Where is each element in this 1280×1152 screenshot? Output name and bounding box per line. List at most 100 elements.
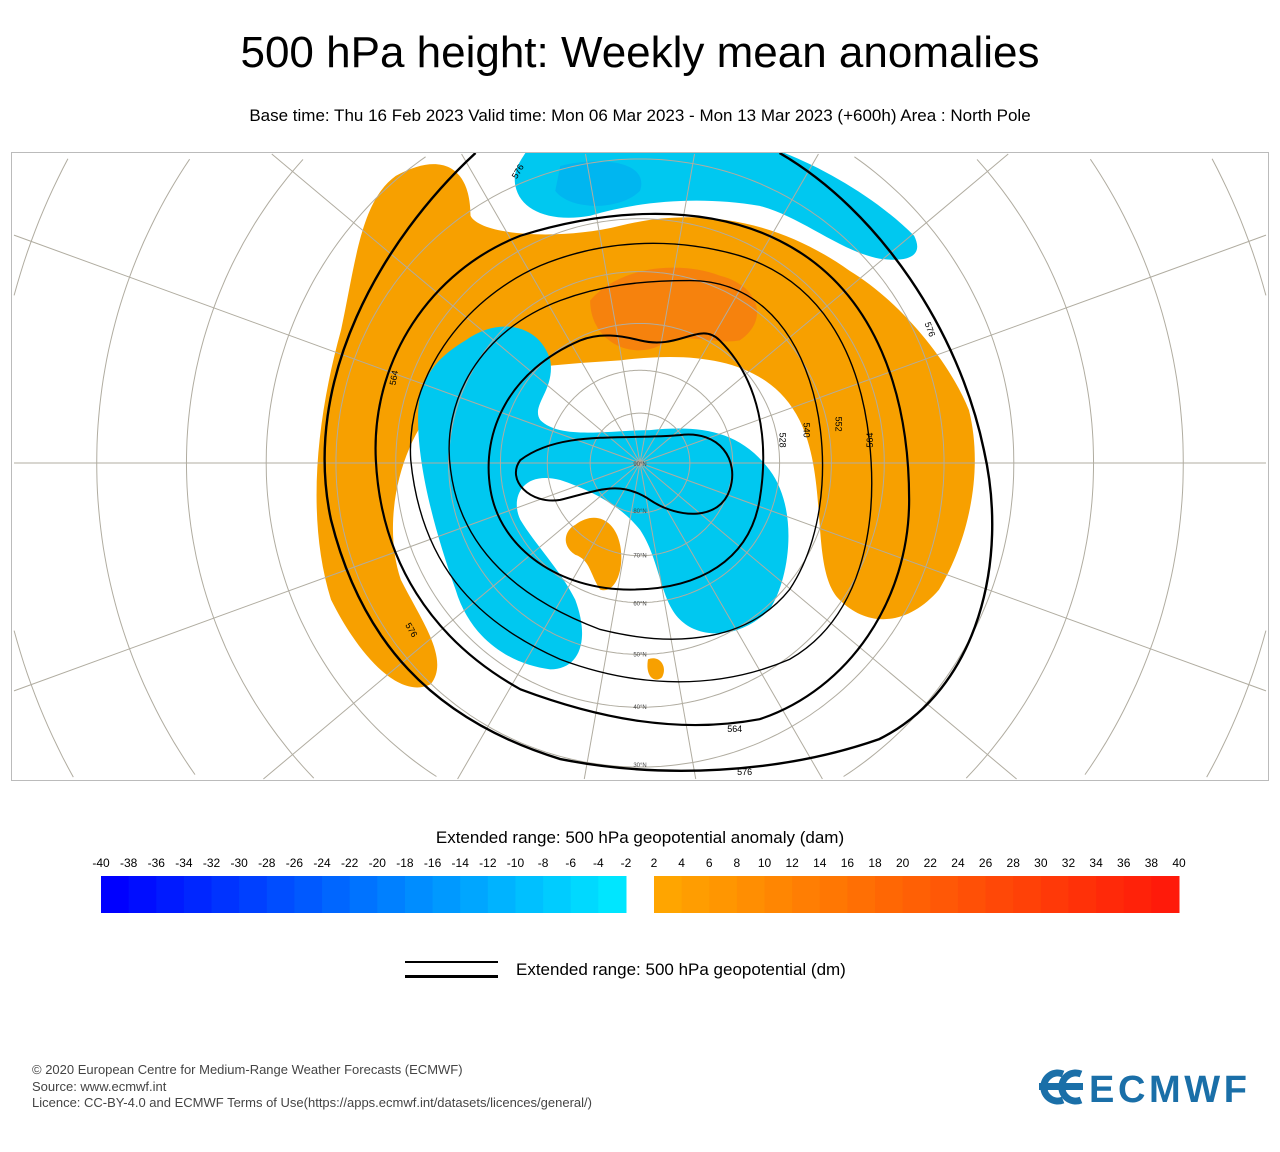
positive-swatch <box>709 876 738 913</box>
positive-swatch <box>1123 876 1152 913</box>
negative-swatch <box>515 876 544 913</box>
positive-tick-label: 18 <box>868 856 882 870</box>
negative-swatch <box>322 876 351 913</box>
negative-swatch <box>266 876 295 913</box>
negative-swatch <box>598 876 627 913</box>
negative-tick-label: -34 <box>175 856 193 870</box>
positive-anomaly-greenland <box>565 517 622 591</box>
contour-564 <box>374 212 911 727</box>
negative-anomaly-arctic <box>418 326 789 670</box>
positive-swatch <box>875 876 904 913</box>
page-subtitle: Base time: Thu 16 Feb 2023 Valid time: M… <box>249 106 1031 125</box>
contour-528 <box>487 332 765 591</box>
strong-positive-anomaly-siberia <box>590 267 758 351</box>
legend-line-thin <box>405 961 498 963</box>
meridian-line <box>271 153 641 464</box>
negative-tick-label: -38 <box>120 856 138 870</box>
negative-swatch <box>570 876 599 913</box>
meridian-line <box>639 153 1009 464</box>
positive-tick-label: 28 <box>1007 856 1021 870</box>
positive-swatch <box>1068 876 1097 913</box>
negative-swatch <box>211 876 240 913</box>
contour-legend-label: Extended range: 500 hPa geopotential (dm… <box>516 960 846 979</box>
meridian-line <box>639 462 1267 692</box>
strong-negative-anomaly-pacific <box>555 161 642 206</box>
positive-swatch <box>930 876 959 913</box>
meridian-line <box>584 153 641 464</box>
meridian-line <box>457 462 641 780</box>
positive-swatch <box>681 876 710 913</box>
negative-tick-label: -30 <box>230 856 248 870</box>
source: Source: www.ecmwf.int <box>32 1078 167 1094</box>
negative-swatch <box>294 876 323 913</box>
positive-tick-label: 8 <box>734 856 741 870</box>
negative-tick-label: -36 <box>148 856 166 870</box>
positive-swatch <box>654 876 683 913</box>
positive-swatch <box>985 876 1014 913</box>
positive-swatch <box>736 876 766 913</box>
contour-label: 576 <box>737 767 752 777</box>
positive-tick-label: 12 <box>785 856 799 870</box>
copyright: © 2020 European Centre for Medium-Range … <box>32 1062 463 1077</box>
meridian-line <box>639 153 696 464</box>
contour-label: 540 <box>801 423 811 438</box>
meridian-line <box>639 462 1017 780</box>
positive-swatch <box>819 876 848 913</box>
positive-swatch <box>847 876 876 913</box>
meridian-line <box>639 234 1267 464</box>
lat-label: 90°N <box>633 462 646 468</box>
contour-516 <box>514 433 734 515</box>
negative-tick-label: -10 <box>507 856 525 870</box>
contour-label: 552 <box>833 417 843 432</box>
positive-swatch <box>764 876 793 913</box>
positive-tick-label: 22 <box>924 856 938 870</box>
positive-anomaly-areas <box>316 164 975 688</box>
negative-swatch <box>487 876 516 913</box>
meridian-line <box>639 153 819 464</box>
lat-label: 70°N <box>633 554 646 560</box>
positive-tick-label: 6 <box>706 856 713 870</box>
negative-tick-label: -4 <box>593 856 604 870</box>
negative-tick-label: -18 <box>396 856 414 870</box>
latitude-circle <box>13 158 1267 778</box>
latitude-circle <box>96 158 1184 775</box>
svg-text:ECMWF: ECMWF <box>1089 1069 1247 1108</box>
negative-swatch <box>156 876 185 913</box>
contour-label: 564 <box>727 724 742 734</box>
positive-swatch <box>902 876 931 913</box>
graticule <box>13 153 1267 780</box>
positive-swatch <box>1151 876 1180 913</box>
meridian-line <box>13 234 641 464</box>
negative-tick-label: -28 <box>258 856 276 870</box>
page-title: 500 hPa height: Weekly mean anomalies <box>240 28 1040 77</box>
lat-label: 60°N <box>633 602 646 608</box>
negative-swatch <box>349 876 378 913</box>
negative-tick-label: -26 <box>286 856 304 870</box>
negative-swatch <box>404 876 434 913</box>
lat-label: 40°N <box>633 705 646 711</box>
positive-swatch <box>1040 876 1069 913</box>
contour-540 <box>448 279 824 640</box>
positive-swatch <box>1013 876 1042 913</box>
positive-tick-label: 30 <box>1034 856 1048 870</box>
meridian-line <box>13 462 641 692</box>
negative-tick-label: -12 <box>479 856 497 870</box>
colorbar: -40 -38 -36 -34 -32 -30 -28 -26 -24 -22 -20 -18 -16-… <box>92 856 1186 913</box>
contour-label: 528 <box>778 433 788 448</box>
negative-swatch <box>460 876 489 913</box>
lat-label: 50°N <box>633 652 646 658</box>
latitude-circle <box>185 159 1095 779</box>
positive-tick-label: 16 <box>841 856 855 870</box>
contour-576 <box>323 153 994 772</box>
contour-label: 564 <box>388 370 400 386</box>
positive-tick-label: 38 <box>1145 856 1159 870</box>
ecmwf-logo: ECMWF <box>1039 1069 1247 1108</box>
lat-label: 30°N <box>633 763 646 769</box>
contour-labels: 576 564 552 540 528 576 564 576 564 576 <box>388 162 938 777</box>
meridian-line <box>639 462 823 780</box>
negative-tick-label: -22 <box>341 856 359 870</box>
negative-tick-label: -16 <box>424 856 442 870</box>
negative-swatch <box>128 876 157 913</box>
contour-552 <box>409 242 873 683</box>
footer: © 2020 European Centre for Medium-Range … <box>32 1062 592 1112</box>
